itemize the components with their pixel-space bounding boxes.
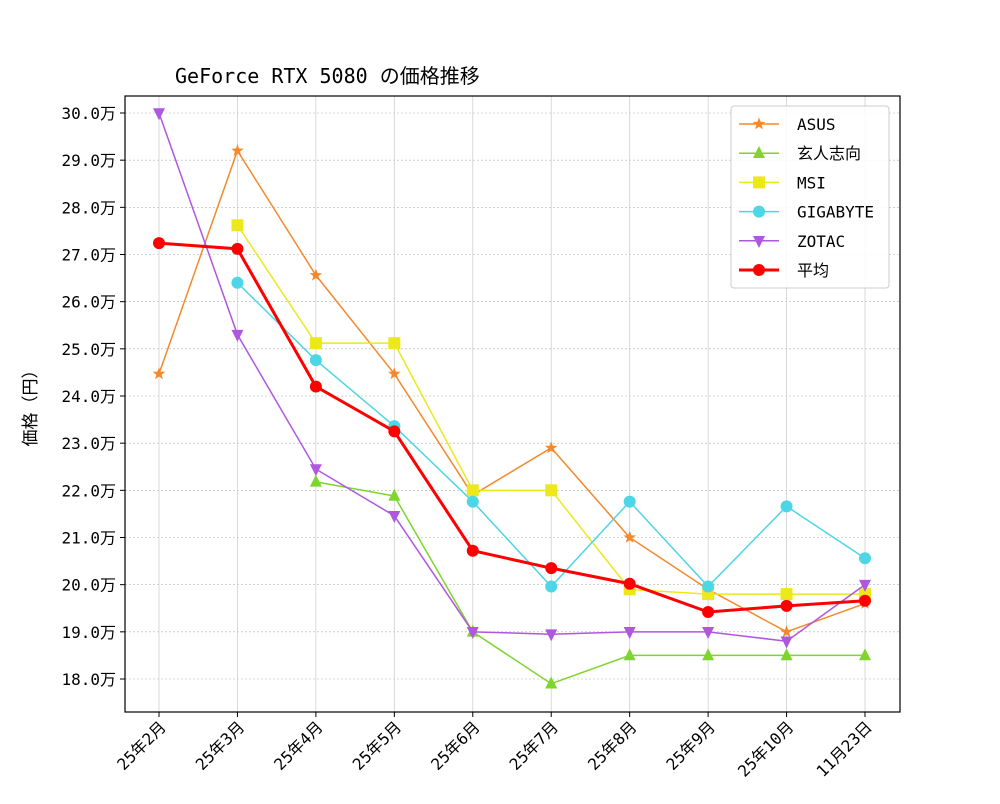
legend-label: 玄人志向 <box>797 144 861 163</box>
data-point <box>859 648 871 661</box>
data-point <box>780 625 793 638</box>
legend-box <box>730 105 890 289</box>
data-point <box>231 276 244 289</box>
y-tick-label: 21.0万 <box>61 529 116 548</box>
data-point <box>545 580 558 593</box>
data-point <box>545 629 558 642</box>
y-axis-label: 価格（円） <box>21 362 41 447</box>
x-tick-label: 25年5月 <box>349 717 406 774</box>
data-point <box>231 219 244 232</box>
series-平均 <box>153 237 871 619</box>
data-point <box>752 117 766 130</box>
data-point <box>388 511 401 524</box>
chart-title: GeForce RTX 5080 の価格推移 <box>175 64 480 88</box>
x-tick-label: 11月23日 <box>813 717 876 780</box>
data-point <box>309 380 322 393</box>
data-point <box>388 367 401 380</box>
y-tick-label: 18.0万 <box>61 670 116 689</box>
data-point <box>545 562 558 575</box>
series-line <box>315 481 865 685</box>
data-point <box>466 544 479 557</box>
y-tick-label: 19.0万 <box>61 623 116 642</box>
data-point <box>702 648 715 661</box>
data-point <box>309 268 323 281</box>
data-point <box>753 236 765 248</box>
data-point <box>702 580 715 593</box>
data-point <box>780 648 793 661</box>
data-point <box>231 144 244 157</box>
series-line <box>158 112 866 643</box>
data-point <box>780 636 793 649</box>
data-point <box>702 606 715 619</box>
data-point <box>466 627 479 640</box>
data-point <box>466 495 479 508</box>
y-tick-label: 23.0万 <box>61 434 116 453</box>
x-tick-label: 25年9月 <box>662 717 719 774</box>
plot-frame <box>124 95 901 713</box>
y-tick-label: 29.0万 <box>61 151 116 170</box>
data-point <box>388 337 401 350</box>
data-point <box>545 484 558 497</box>
legend-label: 平均 <box>797 261 829 280</box>
y-tick-label: 27.0万 <box>61 246 116 265</box>
data-point <box>753 146 765 158</box>
y-tick-label: 22.0万 <box>61 481 116 500</box>
data-point <box>309 474 322 487</box>
x-tick-label: 25年3月 <box>192 717 249 774</box>
data-point <box>623 530 636 543</box>
data-point <box>859 579 871 592</box>
data-point <box>859 552 871 565</box>
legend: ASUS 玄人志向 MSI GIGABYTE ZOTAC 平均 <box>730 105 890 289</box>
data-point <box>623 627 636 640</box>
x-tick-label: 25年2月 <box>113 717 170 774</box>
data-point <box>388 425 401 438</box>
series-ZOTAC <box>153 108 871 649</box>
data-point <box>153 237 165 250</box>
data-point <box>309 337 322 350</box>
data-point <box>231 242 244 255</box>
data-point <box>702 627 715 640</box>
data-point <box>309 354 322 367</box>
data-point <box>231 329 244 342</box>
y-tick-label: 30.0万 <box>61 104 116 123</box>
legend-label: ASUS <box>797 115 836 134</box>
series-line <box>158 241 866 614</box>
data-point <box>309 464 322 477</box>
y-tick-label: 24.0万 <box>61 387 116 406</box>
x-tick-label: 25年6月 <box>427 717 484 774</box>
data-point <box>753 205 765 218</box>
y-tick-label: 28.0万 <box>61 198 116 217</box>
data-point <box>544 441 558 454</box>
data-point <box>545 676 558 689</box>
legend-label: ZOTAC <box>797 232 845 251</box>
series-line <box>158 149 866 633</box>
data-point <box>753 264 765 276</box>
data-point <box>623 648 636 661</box>
y-tick-label: 26.0万 <box>61 293 116 312</box>
x-tick-label: 25年8月 <box>584 717 641 774</box>
y-tick-label: 25.0万 <box>61 340 116 359</box>
y-tick-label: 20.0万 <box>61 576 116 595</box>
x-tick-label: 25年10月 <box>734 717 797 780</box>
data-point <box>388 488 401 501</box>
data-point <box>859 594 871 607</box>
data-point <box>780 588 793 601</box>
data-point <box>623 495 636 508</box>
data-point <box>780 500 793 513</box>
series-玄人志向 <box>309 474 871 689</box>
data-point <box>780 599 793 612</box>
data-point <box>466 484 479 497</box>
data-point <box>623 577 636 590</box>
legend-label: MSI <box>797 173 826 192</box>
x-tick-label: 25年7月 <box>506 717 563 774</box>
data-point <box>753 176 765 189</box>
data-point <box>152 367 166 380</box>
x-tick-label: 25年4月 <box>270 717 327 774</box>
legend-label: GIGABYTE <box>797 203 874 222</box>
data-point <box>153 108 165 121</box>
